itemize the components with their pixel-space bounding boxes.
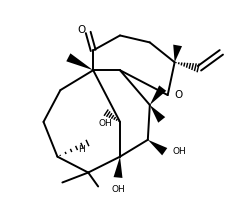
Polygon shape <box>150 105 165 123</box>
Text: H: H <box>78 145 85 154</box>
Text: O: O <box>175 90 183 100</box>
Text: OH: OH <box>98 119 112 128</box>
Polygon shape <box>148 140 167 155</box>
Polygon shape <box>173 45 182 62</box>
Polygon shape <box>150 85 166 105</box>
Text: OH: OH <box>173 147 186 156</box>
Text: O: O <box>77 25 85 35</box>
Polygon shape <box>66 53 93 70</box>
Polygon shape <box>113 157 122 178</box>
Text: OH: OH <box>111 185 125 194</box>
